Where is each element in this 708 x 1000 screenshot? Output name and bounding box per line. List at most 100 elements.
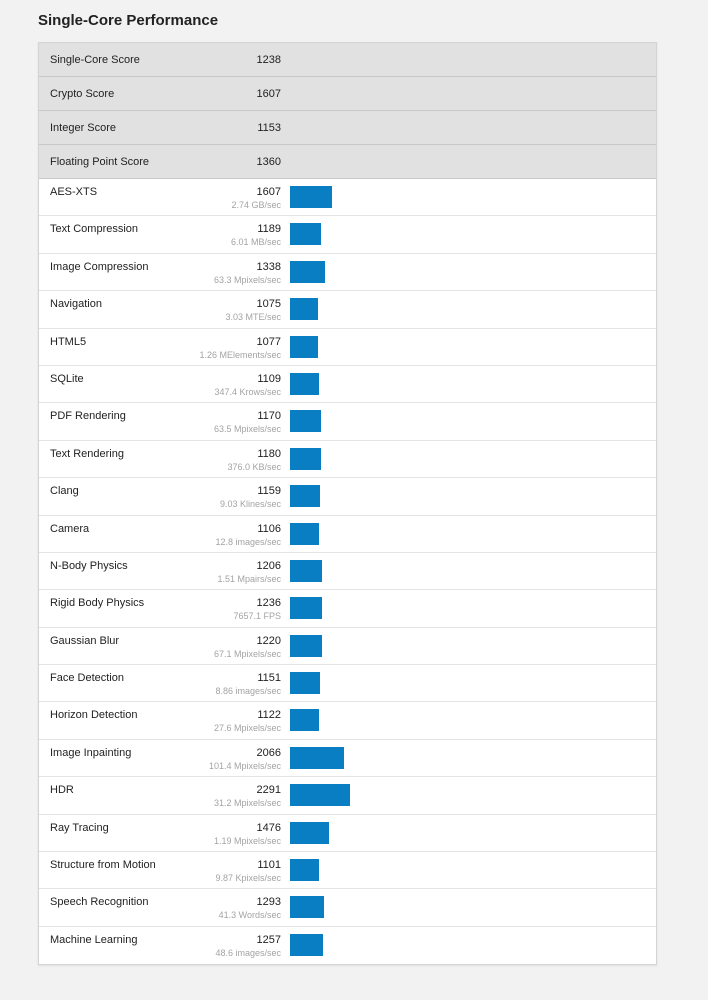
test-rate: 347.4 Krows/sec — [214, 386, 281, 397]
test-name: SQLite — [50, 372, 84, 385]
score-bar — [290, 746, 344, 769]
section-title: Single-Core Performance — [38, 12, 219, 29]
test-score: 1151 — [257, 672, 281, 685]
summary-label: Single-Core Score — [50, 54, 140, 66]
score-bar — [290, 672, 320, 695]
test-name: HDR — [50, 784, 74, 797]
score-bar — [290, 410, 321, 433]
test-name: Text Rendering — [50, 447, 124, 460]
summary-label: Crypto Score — [50, 88, 115, 100]
test-rate: 1.26 MElements/sec — [199, 349, 281, 360]
test-rate: 101.4 Mpixels/sec — [208, 760, 281, 771]
test-row: Horizon Detection 1122 27.6 Mpixels/sec — [39, 702, 656, 740]
test-name: Text Compression — [50, 223, 139, 236]
test-score: 1077 — [256, 335, 281, 348]
test-score: 1607 — [256, 186, 281, 198]
test-score: 1220 — [256, 634, 281, 647]
test-name: Camera — [50, 522, 90, 535]
test-row: Speech Recognition 1293 41.3 Words/sec — [39, 889, 656, 927]
test-rate: 27.6 Mpixels/sec — [213, 723, 281, 734]
test-rate: 63.3 Mpixels/sec — [213, 274, 281, 285]
test-score: 1106 — [257, 522, 281, 535]
test-name: Gaussian Blur — [50, 634, 120, 647]
test-score: 1257 — [256, 933, 281, 946]
score-bar — [290, 821, 329, 844]
summary-row: Floating Point Score 1360 — [39, 145, 656, 179]
summary-row: Integer Score 1153 — [39, 111, 656, 145]
test-score: 1293 — [256, 896, 281, 909]
score-bar — [290, 784, 350, 807]
test-rate: 48.6 images/sec — [215, 947, 281, 958]
summary-score: 1360 — [256, 156, 281, 168]
test-row: Gaussian Blur 1220 67.1 Mpixels/sec — [39, 628, 656, 666]
test-rate: 9.03 Klines/sec — [219, 499, 281, 510]
test-score: 1101 — [257, 859, 281, 872]
test-name: Clang — [50, 485, 79, 498]
test-row: AES-XTS 1607 2.74 GB/sec — [39, 179, 656, 217]
score-bar — [290, 896, 324, 919]
test-row: Rigid Body Physics 1236 7657.1 FPS — [39, 590, 656, 628]
test-score: 1122 — [257, 709, 281, 722]
test-name: Speech Recognition — [50, 896, 149, 909]
test-row: HTML5 1077 1.26 MElements/sec — [39, 329, 656, 366]
test-name: Horizon Detection — [50, 709, 138, 722]
test-rate: 9.87 Kpixels/sec — [215, 873, 281, 884]
score-bar — [290, 485, 320, 508]
test-rate: 12.8 images/sec — [215, 536, 281, 547]
test-score: 2066 — [256, 746, 281, 759]
summary-label: Integer Score — [50, 122, 117, 134]
summary-row: Crypto Score 1607 — [39, 77, 656, 111]
tests-block: AES-XTS 1607 2.74 GB/sec Text Compression 11… — [39, 179, 656, 964]
test-score: 2291 — [256, 784, 281, 797]
test-name: Image Inpainting — [50, 746, 132, 759]
score-bar — [290, 522, 319, 545]
score-bar — [290, 186, 332, 208]
test-score: 1338 — [256, 260, 281, 273]
score-bar — [290, 634, 322, 657]
score-bar — [290, 372, 319, 395]
test-rate: 41.3 Words/sec — [218, 910, 281, 921]
test-rate: 63.5 Mpixels/sec — [213, 424, 281, 435]
test-score: 1206 — [256, 559, 281, 572]
score-bar — [290, 933, 323, 956]
test-row: Camera 1106 12.8 images/sec — [39, 516, 656, 553]
score-bar — [290, 559, 322, 582]
test-name: PDF Rendering — [50, 410, 126, 423]
test-row: N-Body Physics 1206 1.51 Mpairs/sec — [39, 553, 656, 591]
test-row: Clang 1159 9.03 Klines/sec — [39, 478, 656, 516]
test-name: Structure from Motion — [50, 859, 156, 872]
test-rate: 3.03 MTE/sec — [225, 312, 281, 323]
test-score: 1159 — [257, 485, 281, 498]
test-score: 1476 — [256, 821, 281, 834]
score-bar — [290, 709, 319, 732]
summary-block: Single-Core Score 1238 Crypto Score 1607 Int… — [39, 43, 656, 179]
test-rate: 7657.1 FPS — [233, 611, 281, 622]
test-row: Text Compression 1189 6.01 MB/sec — [39, 216, 656, 254]
summary-label: Floating Point Score — [50, 156, 150, 168]
test-row: Image Compression 1338 63.3 Mpixels/sec — [39, 254, 656, 292]
test-row: HDR 2291 31.2 Mpixels/sec — [39, 777, 656, 815]
summary-score: 1153 — [257, 122, 281, 134]
test-name: Image Compression — [50, 260, 149, 273]
test-row: SQLite 1109 347.4 Krows/sec — [39, 366, 656, 404]
test-rate: 8.86 images/sec — [215, 686, 281, 697]
test-row: Navigation 1075 3.03 MTE/sec — [39, 291, 656, 329]
test-row: Machine Learning 1257 48.6 images/sec — [39, 927, 656, 964]
test-rate: 1.19 Mpixels/sec — [213, 835, 281, 846]
test-name: Navigation — [50, 298, 102, 311]
test-row: Face Detection 1151 8.86 images/sec — [39, 665, 656, 703]
score-bar — [290, 223, 321, 246]
test-name: Ray Tracing — [50, 821, 109, 834]
test-name: N-Body Physics — [50, 559, 128, 572]
test-score: 1075 — [256, 298, 281, 311]
results-table: Single-Core Score 1238 Crypto Score 1607 Int… — [38, 42, 657, 966]
test-rate: 2.74 GB/sec — [231, 200, 281, 210]
test-score: 1189 — [257, 223, 281, 236]
test-rate: 31.2 Mpixels/sec — [213, 798, 281, 809]
test-rate: 6.01 MB/sec — [230, 237, 281, 248]
test-rate: 1.51 Mpairs/sec — [217, 573, 281, 584]
test-score: 1180 — [257, 447, 281, 460]
score-bar — [290, 335, 318, 358]
test-score: 1170 — [257, 410, 281, 423]
test-rate: 67.1 Mpixels/sec — [213, 648, 281, 659]
